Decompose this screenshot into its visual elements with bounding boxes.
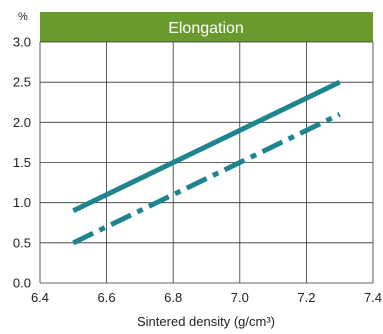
tick-labels: 6.4 6.6 6.8 7.0 7.2 7.4 0.0 0.5 1.0 1.5 2.0 2.5 3.0 xyxy=(13,35,382,306)
y-tick-label: 1.0 xyxy=(13,195,31,210)
grid xyxy=(39,41,374,284)
y-tick-label: 0.5 xyxy=(13,235,31,250)
x-tick-label: 7.2 xyxy=(297,290,315,305)
x-axis-title: Sintered density (g/cm³) xyxy=(137,314,275,329)
y-tick-label: 3.0 xyxy=(13,35,31,50)
x-tick-label: 6.6 xyxy=(98,290,116,305)
title-bar xyxy=(40,12,373,42)
x-tick-label: 7.4 xyxy=(364,290,382,305)
solid-series-line xyxy=(72,79,341,213)
x-tick-label: 7.0 xyxy=(231,290,249,305)
x-tick-label: 6.4 xyxy=(31,290,49,305)
series-group xyxy=(72,79,341,246)
y-unit-label: % xyxy=(18,11,28,23)
y-tick-label: 1.5 xyxy=(13,155,31,170)
y-tick-label: 2.5 xyxy=(13,75,31,90)
x-tick-label: 6.8 xyxy=(164,290,182,305)
y-tick-label: 0.0 xyxy=(13,276,31,291)
chart-title: Elongation xyxy=(168,20,244,37)
y-tick-label: 2.0 xyxy=(13,115,31,130)
dash-dot-series-line xyxy=(72,112,341,246)
